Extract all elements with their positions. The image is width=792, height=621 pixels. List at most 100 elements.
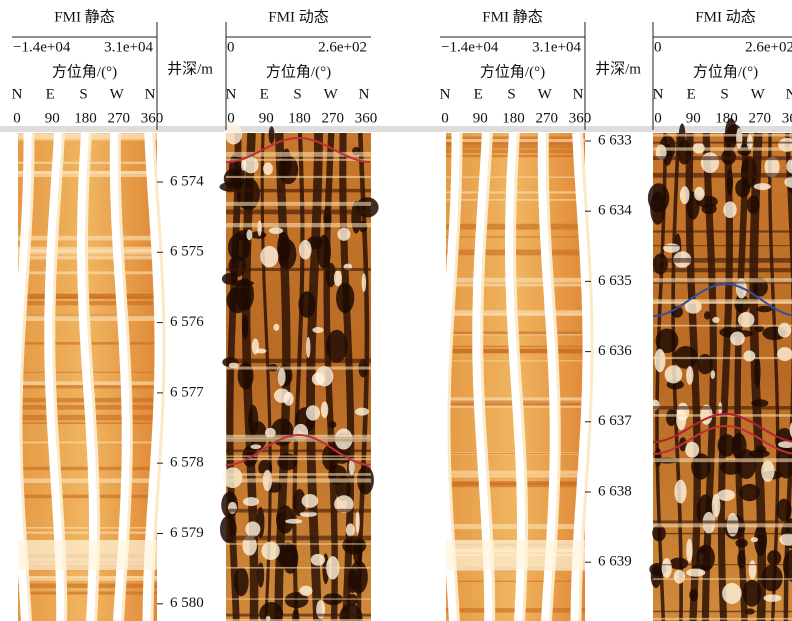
bedding bbox=[446, 471, 585, 475]
dark-patch bbox=[298, 291, 315, 318]
light-patch bbox=[241, 160, 246, 171]
depth-value: 6 638 bbox=[598, 483, 632, 499]
bedding bbox=[226, 268, 371, 271]
fmi-figure: FMI 静态−1.4e+043.1e+04方位角/(°)NESWN0901802… bbox=[0, 0, 792, 621]
azimuth: 270 bbox=[322, 110, 345, 126]
scale-max: 3.1e+04 bbox=[532, 39, 581, 55]
bedding bbox=[18, 495, 157, 498]
depth-value: 6 579 bbox=[170, 525, 204, 541]
direction: N bbox=[226, 86, 237, 102]
scale-max: 2.6e+02 bbox=[745, 39, 792, 55]
light-patch bbox=[730, 332, 745, 346]
scale-min: −1.4e+04 bbox=[441, 39, 499, 55]
dark-patch bbox=[735, 179, 750, 198]
dark-patch bbox=[235, 278, 254, 311]
bedding bbox=[226, 176, 371, 178]
dark-patch bbox=[326, 330, 347, 363]
light-patch bbox=[686, 539, 692, 563]
light-patch bbox=[274, 388, 290, 402]
light-patch bbox=[674, 480, 686, 504]
depth-value: 6 633 bbox=[598, 132, 632, 148]
light-band bbox=[446, 540, 585, 570]
bedding bbox=[18, 527, 157, 529]
dark-patch bbox=[234, 567, 249, 596]
direction: N bbox=[359, 86, 370, 102]
light-patch bbox=[751, 537, 758, 542]
bedding bbox=[18, 584, 157, 588]
bedding bbox=[446, 481, 585, 485]
light-patch bbox=[749, 560, 757, 579]
depth-value: 6 637 bbox=[598, 413, 632, 429]
light-patch bbox=[299, 586, 312, 596]
light-patch bbox=[701, 152, 719, 173]
dark-patch bbox=[757, 306, 773, 312]
azimuth: 90 bbox=[473, 110, 488, 126]
depth-value: 6 639 bbox=[598, 554, 632, 570]
direction: N bbox=[12, 86, 23, 102]
bedding bbox=[653, 147, 792, 150]
bedding bbox=[653, 278, 792, 282]
dark-patch bbox=[669, 558, 688, 570]
dark-patch bbox=[328, 421, 336, 428]
bedding bbox=[226, 455, 371, 456]
depth-value: 6 575 bbox=[170, 244, 204, 260]
light-patch bbox=[356, 510, 360, 534]
bedding bbox=[446, 475, 585, 477]
dynamic-image bbox=[648, 118, 792, 621]
depth-label: 井深/m bbox=[595, 60, 641, 77]
dark-patch bbox=[351, 201, 361, 234]
dark-patch bbox=[353, 539, 362, 565]
azimuth: 0 bbox=[441, 110, 449, 126]
scale-max: 3.1e+04 bbox=[104, 39, 153, 55]
bedding bbox=[653, 578, 792, 580]
bedding bbox=[226, 598, 371, 599]
azimuth: 90 bbox=[45, 110, 60, 126]
axis-label: 方位角/(°) bbox=[52, 63, 117, 80]
dark-patch bbox=[654, 448, 661, 467]
bedding bbox=[226, 536, 371, 541]
azimuth: 180 bbox=[502, 110, 525, 126]
bedding bbox=[653, 156, 792, 160]
bedding bbox=[226, 367, 371, 370]
direction: N bbox=[786, 86, 792, 102]
dark-patch bbox=[689, 589, 698, 601]
light-patch bbox=[278, 368, 286, 386]
bedding bbox=[18, 467, 157, 470]
light-patch bbox=[321, 401, 328, 418]
bedding bbox=[653, 533, 792, 534]
direction: N bbox=[145, 86, 156, 102]
dark-patch bbox=[347, 594, 358, 606]
bedding bbox=[653, 458, 792, 462]
bedding bbox=[653, 618, 792, 620]
bedding bbox=[653, 564, 792, 565]
light-patch bbox=[355, 408, 369, 416]
azimuth: 360 bbox=[141, 110, 164, 126]
scale-min: 0 bbox=[227, 39, 235, 55]
bedding bbox=[226, 359, 371, 363]
light-patch bbox=[717, 489, 735, 500]
light-patch bbox=[761, 460, 774, 482]
dark-patch bbox=[751, 399, 768, 407]
direction: N bbox=[573, 86, 584, 102]
bedding bbox=[653, 357, 792, 359]
light-band bbox=[18, 540, 157, 570]
dark-patch bbox=[704, 311, 711, 319]
bedding bbox=[653, 325, 792, 327]
dark-patch bbox=[776, 499, 791, 522]
azimuth: 90 bbox=[259, 110, 274, 126]
direction: W bbox=[324, 86, 339, 102]
light-patch bbox=[674, 570, 685, 584]
direction: W bbox=[538, 86, 553, 102]
azimuth: 180 bbox=[715, 110, 738, 126]
light-patch bbox=[306, 337, 310, 358]
bedding bbox=[653, 258, 792, 263]
light-patch bbox=[337, 228, 350, 241]
bedding bbox=[653, 230, 792, 232]
light-patch bbox=[302, 494, 319, 508]
light-patch bbox=[723, 201, 737, 218]
light-patch bbox=[677, 403, 690, 421]
depth-label: 井深/m bbox=[167, 60, 213, 77]
dark-patch bbox=[277, 232, 290, 263]
dark-patch bbox=[727, 168, 733, 196]
bedding bbox=[653, 173, 792, 178]
